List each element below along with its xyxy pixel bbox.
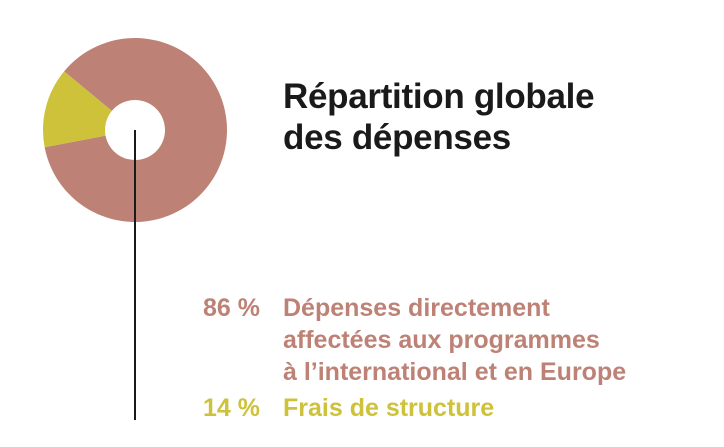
legend-value-programmes: 86 % (203, 294, 260, 322)
legend-label-line-1: Dépenses directement (283, 294, 550, 322)
legend-label-line-2: affectées aux programmes (283, 326, 600, 354)
legend-label-line-3: à l’international et en Europe (283, 358, 627, 386)
legend-label-structure: Frais de structure (283, 392, 494, 424)
chart-title-line-2: des dépenses (283, 118, 511, 157)
chart-title-line-1: Répartition globale (283, 77, 595, 116)
legend-label-line-1: Frais de structure (283, 394, 495, 422)
legend-value-structure: 14 % (203, 394, 260, 422)
chart-title: Répartition globale des dépenses (283, 76, 595, 158)
legend-label-programmes: Dépenses directement affectées aux progr… (283, 292, 626, 388)
